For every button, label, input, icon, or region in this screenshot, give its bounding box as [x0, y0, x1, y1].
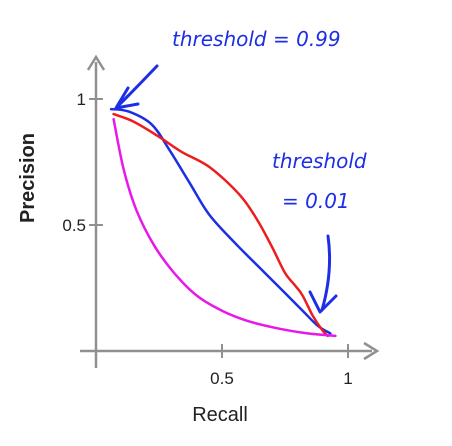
- y-axis-arrowhead: [86, 54, 106, 71]
- ticks: 0.5 1 0.5 1: [62, 90, 352, 388]
- annotation-arrow-high: [116, 64, 159, 108]
- annotations: threshold = 0.99 threshold = 0.01: [114, 27, 367, 314]
- x-tick-label: 0.5: [210, 369, 234, 388]
- annotation-threshold-high: threshold = 0.99: [172, 27, 341, 51]
- series-line-blue: [109, 107, 332, 335]
- x-axis-label: Recall: [192, 404, 248, 426]
- annotation-arrow-low: [320, 234, 332, 312]
- series-group: [109, 107, 337, 338]
- series-line-magenta: [112, 117, 337, 338]
- x-tick-label: 1: [343, 369, 352, 388]
- annotation-threshold-low-line1: threshold: [272, 149, 367, 173]
- y-tick-label: 1: [77, 90, 86, 109]
- annotation-threshold-low-line2: = 0.01: [282, 189, 350, 213]
- annotation-arrow-low-head: [308, 290, 338, 314]
- series-line-red: [112, 112, 330, 338]
- axes: [80, 54, 380, 368]
- y-tick-label: 0.5: [62, 216, 86, 235]
- y-axis-label: Precision: [17, 133, 39, 223]
- annotation-arrow-high-head: [114, 86, 140, 110]
- x-axis-arrowhead: [363, 341, 380, 361]
